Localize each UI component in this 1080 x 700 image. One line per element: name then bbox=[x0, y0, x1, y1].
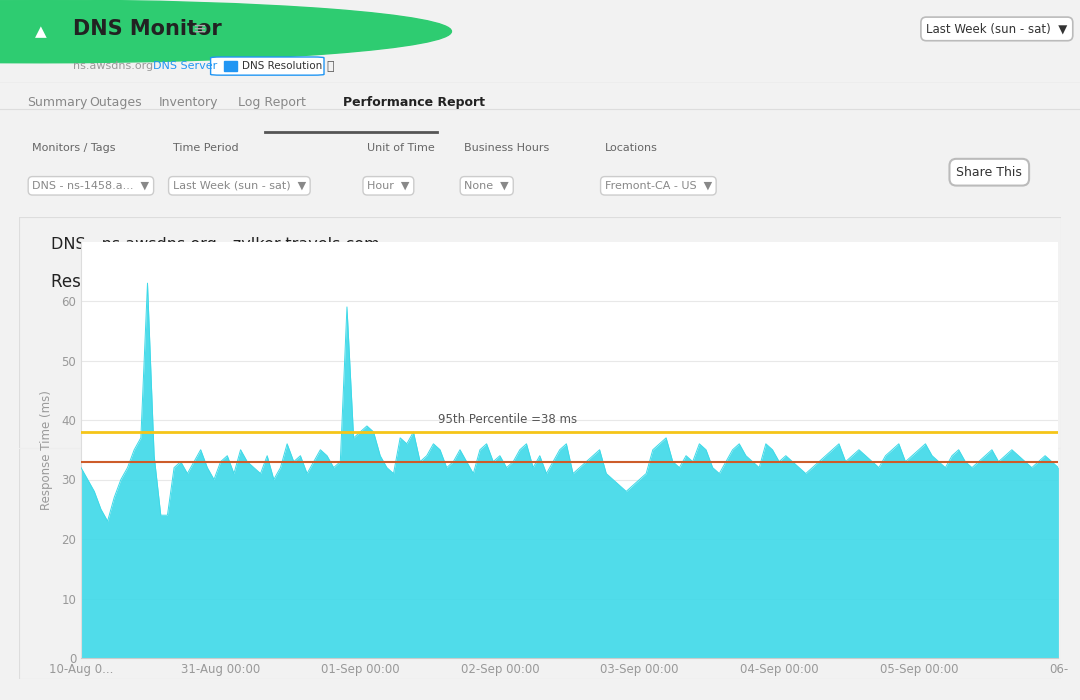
Text: DNS - ns.awsdns.org - zylker-travels.com: DNS - ns.awsdns.org - zylker-travels.com bbox=[51, 237, 379, 252]
Text: DNS - ns-1458.a...  ▼: DNS - ns-1458.a... ▼ bbox=[32, 181, 149, 191]
Text: Inventory: Inventory bbox=[159, 96, 218, 108]
Text: Minimum: Minimum bbox=[377, 307, 432, 321]
Text: Unit of Time: Unit of Time bbox=[367, 143, 435, 153]
Text: Response Time: Response Time bbox=[51, 273, 177, 290]
Text: 1,353 ms: 1,353 ms bbox=[579, 334, 657, 349]
Text: DNS Monitor: DNS Monitor bbox=[73, 19, 222, 39]
Text: Summary: Summary bbox=[27, 96, 87, 108]
Text: Last Week (sun - sat)  ▼: Last Week (sun - sat) ▼ bbox=[927, 22, 1067, 36]
Text: Locations: Locations bbox=[605, 143, 658, 153]
Text: Hour  ▼: Hour ▼ bbox=[367, 181, 409, 191]
Text: Business Hours: Business Hours bbox=[464, 143, 550, 153]
Text: ▲: ▲ bbox=[36, 24, 46, 39]
Bar bbox=[224, 61, 237, 71]
Text: Monitors / Tags: Monitors / Tags bbox=[32, 143, 116, 153]
Circle shape bbox=[0, 0, 451, 63]
Text: Share This: Share This bbox=[957, 166, 1022, 179]
Text: Last Week (sun - sat)  ▼: Last Week (sun - sat) ▼ bbox=[173, 181, 306, 191]
Text: 95th Percentile =38 ms: 95th Percentile =38 ms bbox=[437, 413, 577, 426]
Y-axis label: Response Time (ms): Response Time (ms) bbox=[40, 390, 53, 510]
Text: None  ▼: None ▼ bbox=[464, 181, 509, 191]
Text: 95th Percentile: 95th Percentile bbox=[834, 307, 923, 321]
Text: DNS Server: DNS Server bbox=[153, 61, 217, 71]
Text: Performance Report: Performance Report bbox=[343, 96, 485, 108]
FancyBboxPatch shape bbox=[211, 57, 324, 75]
Text: 20 ms: 20 ms bbox=[379, 334, 431, 349]
Text: DNS Resolution: DNS Resolution bbox=[242, 61, 322, 71]
Text: Maximum: Maximum bbox=[589, 307, 647, 321]
Text: 38 ms: 38 ms bbox=[853, 334, 904, 349]
Text: ≡: ≡ bbox=[192, 20, 206, 38]
Text: Average: Average bbox=[136, 307, 185, 321]
Text: 🏷: 🏷 bbox=[326, 60, 334, 73]
Text: Outages: Outages bbox=[90, 96, 143, 108]
Text: 33 ms: 33 ms bbox=[134, 334, 186, 349]
Text: Fremont-CA - US  ▼: Fremont-CA - US ▼ bbox=[605, 181, 712, 191]
Text: ns.awsdns.org: ns.awsdns.org bbox=[73, 61, 153, 71]
Text: Log Report: Log Report bbox=[238, 96, 306, 108]
Text: Time Period: Time Period bbox=[173, 143, 239, 153]
